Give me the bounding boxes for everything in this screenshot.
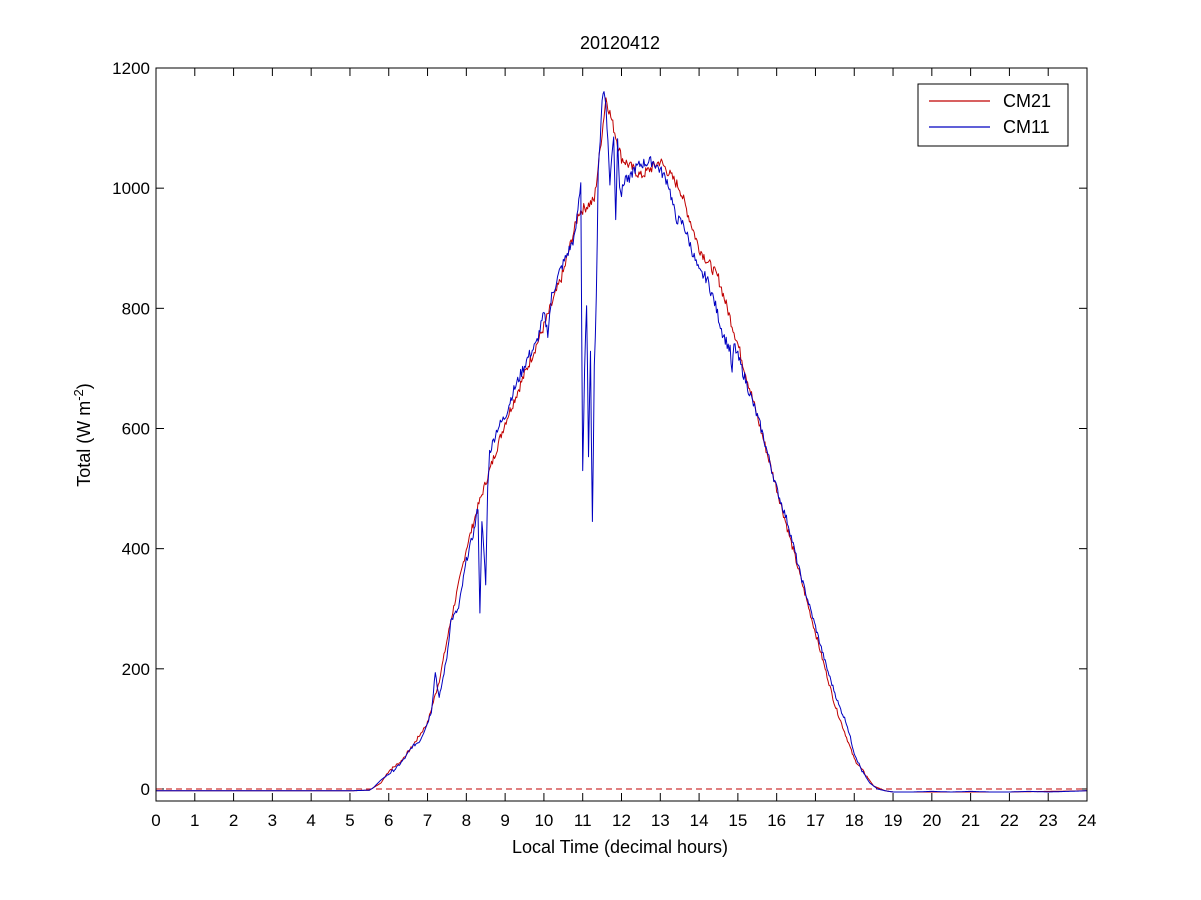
legend-box bbox=[917, 83, 1069, 147]
y-tick-label-200: 200 bbox=[122, 660, 150, 679]
x-tick-label-17: 17 bbox=[806, 811, 825, 830]
y-tick-label-400: 400 bbox=[122, 540, 150, 559]
x-tick-label-8: 8 bbox=[462, 811, 471, 830]
y-tick-label-600: 600 bbox=[122, 419, 150, 438]
x-tick-label-2: 2 bbox=[229, 811, 238, 830]
x-tick-label-7: 7 bbox=[423, 811, 432, 830]
y-tick-label-800: 800 bbox=[122, 299, 150, 318]
legend-label-cm11: CM11 bbox=[1003, 117, 1050, 137]
y-tick-label-0: 0 bbox=[141, 780, 150, 799]
x-tick-label-22: 22 bbox=[1000, 811, 1019, 830]
x-tick-label-3: 3 bbox=[268, 811, 277, 830]
x-tick-label-18: 18 bbox=[845, 811, 864, 830]
x-tick-label-23: 23 bbox=[1039, 811, 1058, 830]
plot-area bbox=[155, 67, 1088, 802]
x-tick-label-4: 4 bbox=[306, 811, 315, 830]
x-tick-labels: 0 1 2 3 4 5 6 7 8 9 10 11 12 13 14 15 16 17 18 19 20 21 22 23 24 bbox=[151, 811, 1096, 830]
x-tick-label-5: 5 bbox=[345, 811, 354, 830]
x-tick-label-20: 20 bbox=[922, 811, 941, 830]
x-tick-label-6: 6 bbox=[384, 811, 393, 830]
series-line-cm11 bbox=[156, 91, 1087, 793]
axis-ticks bbox=[155, 67, 1088, 801]
y-tick-label-1200: 1200 bbox=[112, 59, 150, 78]
x-tick-label-14: 14 bbox=[690, 811, 709, 830]
x-tick-label-1: 1 bbox=[190, 811, 199, 830]
x-tick-label-21: 21 bbox=[961, 811, 980, 830]
x-tick-label-11: 11 bbox=[574, 811, 592, 830]
x-tick-label-16: 16 bbox=[767, 811, 786, 830]
x-tick-label-24: 24 bbox=[1078, 811, 1097, 830]
y-tick-label-1000: 1000 bbox=[112, 179, 150, 198]
axes-background bbox=[156, 68, 1087, 801]
x-tick-label-15: 15 bbox=[728, 811, 747, 830]
axes-frame bbox=[155, 67, 1088, 802]
chart-title: 20120412 bbox=[580, 33, 660, 53]
legend-label-cm21: CM21 bbox=[1003, 91, 1051, 111]
y-tick-labels: 0 200 400 600 800 1000 1200 bbox=[112, 59, 150, 799]
x-tick-label-19: 19 bbox=[884, 811, 903, 830]
x-tick-label-10: 10 bbox=[534, 811, 553, 830]
x-axis-label: Local Time (decimal hours) bbox=[512, 837, 728, 857]
x-tick-label-13: 13 bbox=[651, 811, 670, 830]
x-tick-label-9: 9 bbox=[500, 811, 509, 830]
x-tick-label-12: 12 bbox=[612, 811, 631, 830]
legend: CM21 CM11 bbox=[917, 83, 1069, 147]
y-axis-label: Total (W m-2) bbox=[71, 383, 94, 487]
x-tick-label-0: 0 bbox=[151, 811, 160, 830]
